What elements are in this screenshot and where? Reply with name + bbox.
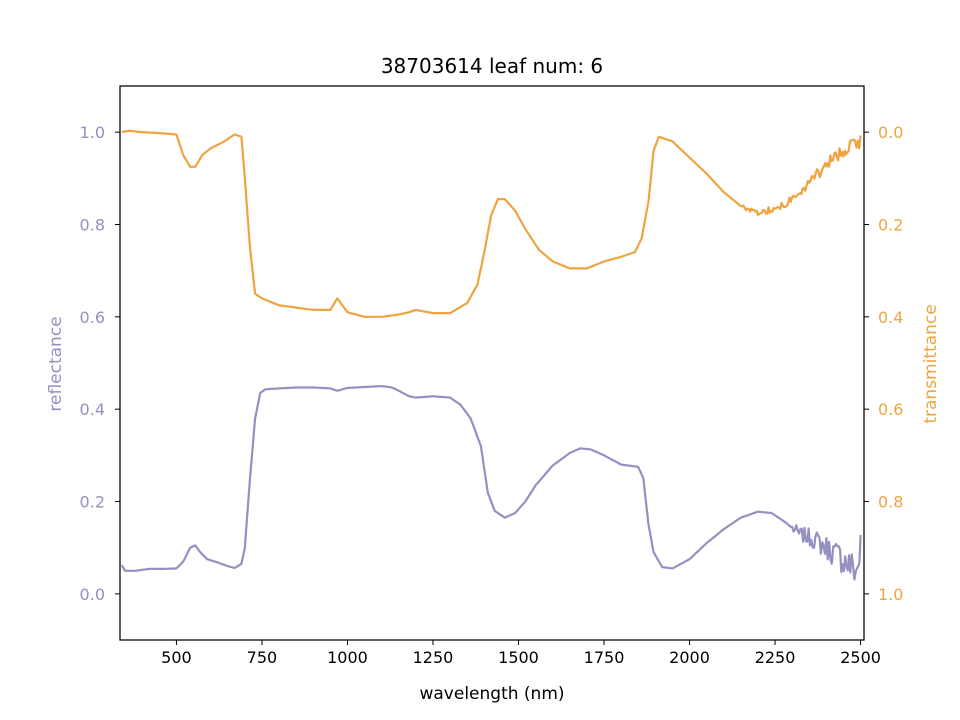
x-tick-label: 1000 [327,648,368,667]
x-axis: 500 750 1000 1250 1500 1750 2000 2250 2500 [161,640,881,667]
y-left-tick-label: 0.6 [80,308,105,327]
y-right-tick-label: 0.0 [878,123,903,142]
y-axis-left-title: reflectance [46,316,66,411]
x-tick-label: 500 [161,648,192,667]
x-tick-label: 2000 [669,648,710,667]
x-tick-label: 750 [247,648,278,667]
y-axis-left: 0.0 0.2 0.4 0.6 0.8 1.0 [80,123,120,604]
y-right-tick-label: 0.4 [878,308,903,327]
y-right-tick-label: 0.8 [878,493,903,512]
plot-area [120,129,862,581]
y-left-tick-label: 0.2 [80,493,105,512]
y-axis-right: 0.0 0.2 0.4 0.6 0.8 1.0 [864,123,903,604]
y-right-tick-label: 0.6 [878,400,903,419]
y-left-tick-label: 0.4 [80,400,105,419]
x-tick-label: 2500 [840,648,881,667]
chart-title: 38703614 leaf num: 6 [381,54,603,78]
series-line-reflectance [120,385,862,581]
y-right-tick-label: 0.2 [878,216,903,235]
y-left-tick-label: 1.0 [80,123,105,142]
y-axis-right-title: transmittance [921,304,941,423]
x-tick-label: 1500 [498,648,539,667]
x-tick-label: 1750 [584,648,625,667]
y-right-tick-label: 1.0 [878,585,903,604]
plot-frame [119,85,865,641]
y-left-tick-label: 0.8 [80,216,105,235]
y-left-tick-label: 0.0 [80,585,105,604]
x-tick-label: 2250 [755,648,796,667]
x-axis-title: wavelength (nm) [419,684,564,704]
series-line-transmittance [121,129,862,318]
x-tick-label: 1250 [413,648,454,667]
